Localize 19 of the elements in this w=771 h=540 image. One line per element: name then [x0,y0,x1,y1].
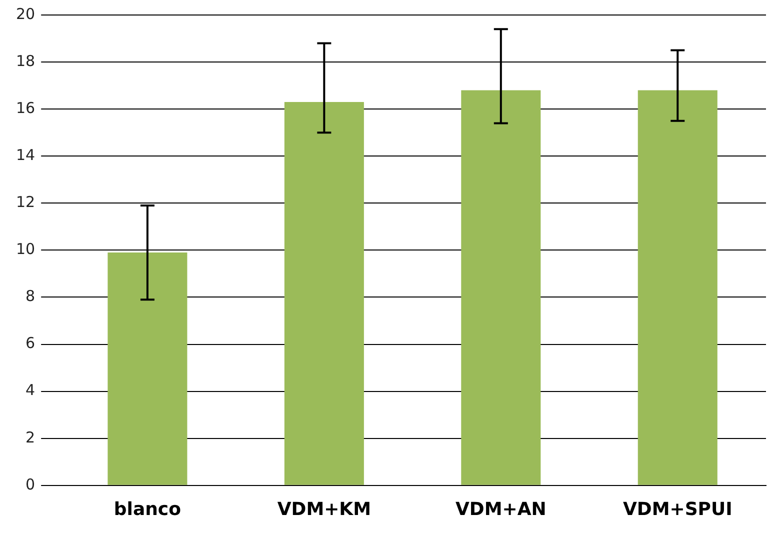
x-tick-label: VDM+SPUI [622,498,732,520]
x-tick-label: blanco [114,498,181,520]
y-tick-label: 4 [26,381,36,400]
y-tick-label: 14 [16,146,36,164]
y-tick-label: 0 [26,475,36,494]
y-tick-label: 10 [16,240,36,258]
x-tick-label: VDM+KM [277,498,372,520]
x-tick-label: VDM+AN [455,498,546,520]
bar [284,102,364,485]
y-tick-label: 18 [16,52,36,70]
y-tick-label: 12 [16,193,36,212]
bar [638,90,718,485]
y-tick-label: 8 [26,287,36,306]
bar [461,90,541,485]
y-tick-label: 6 [26,334,36,352]
bar [108,252,188,485]
y-tick-label: 2 [26,428,36,446]
y-tick-label: 20 [16,4,36,23]
y-tick-label: 16 [16,98,36,117]
